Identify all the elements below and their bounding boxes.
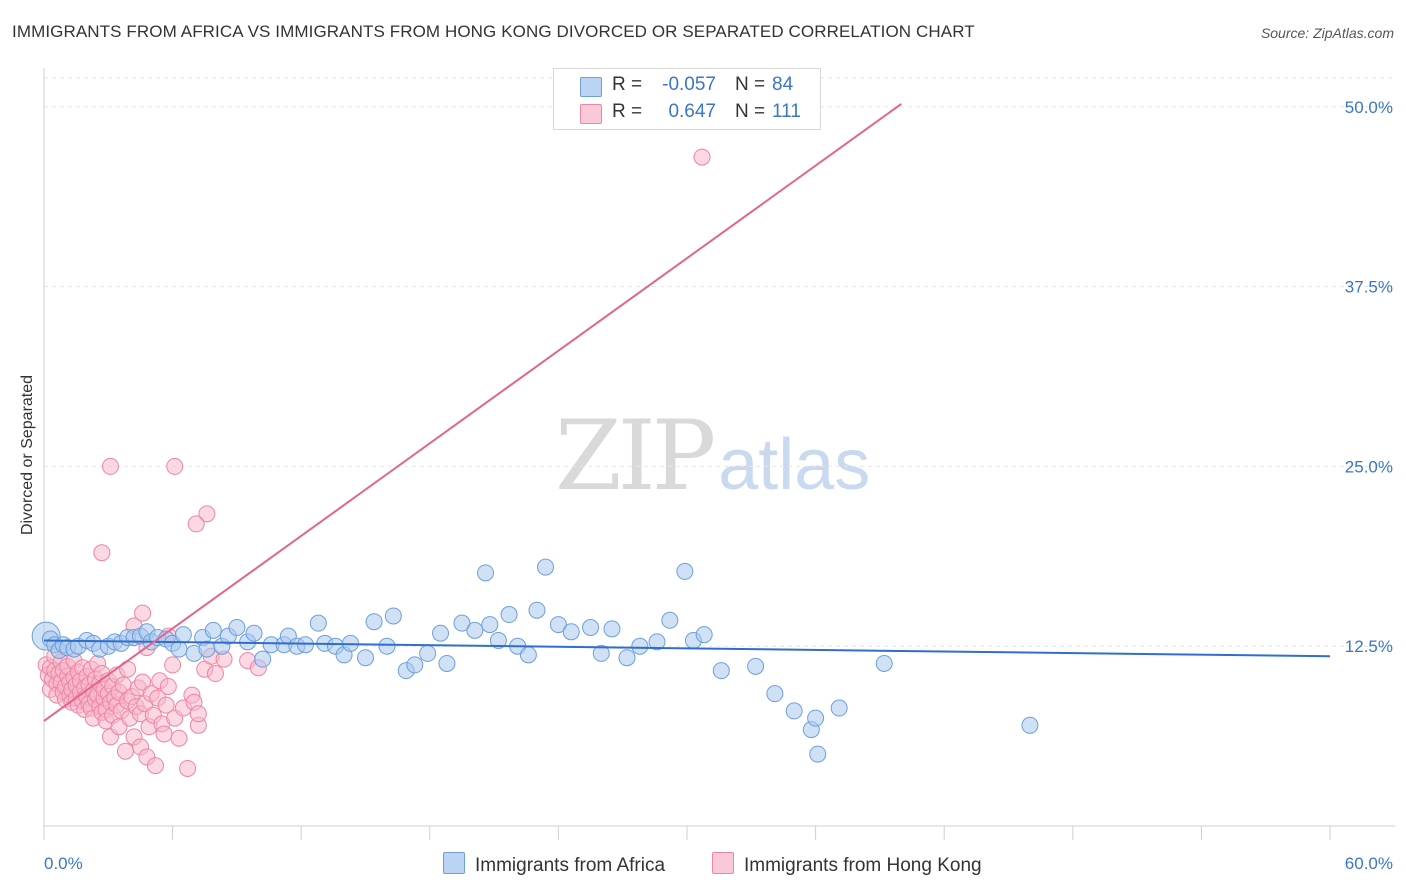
africa-point (466, 621, 484, 639)
africa-point (204, 621, 222, 639)
y-tick-label: 50.0% (1345, 98, 1393, 117)
africa-point (537, 558, 555, 576)
africa-point (648, 633, 666, 651)
hongkong-point (93, 544, 111, 562)
source-label: Source: ZipAtlas.com (1260, 25, 1394, 41)
legend-row-africa: R = -0.057 N = 84 (554, 74, 820, 100)
hongkong-point (179, 759, 197, 777)
africa-point (766, 685, 784, 703)
hongkong-point (157, 696, 175, 714)
watermark-zip: ZIP (555, 400, 716, 512)
hongkong-point (134, 673, 152, 691)
africa-r-label: R = (612, 74, 643, 95)
x-tick-label: 0.0% (44, 854, 83, 873)
hongkong-r-label: R = (612, 101, 643, 122)
x-tick-label: 60.0% (1345, 854, 1393, 873)
legend-item-hongkong[interactable]: Immigrants from Hong Kong (712, 852, 982, 877)
africa-point (603, 620, 621, 638)
legend-africa-label: Immigrants from Africa (475, 855, 666, 876)
hongkong-n-label: N = (735, 101, 766, 122)
africa-point (228, 618, 246, 636)
africa-point (1021, 716, 1039, 734)
africa-point (830, 699, 848, 717)
y-tick-label: 37.5% (1345, 278, 1393, 297)
africa-point (695, 626, 713, 644)
hongkong-point (187, 515, 205, 533)
y-axis-label: Divorced or Separated (19, 374, 36, 536)
africa-point (489, 631, 507, 649)
hongkong-trend-line (43, 103, 902, 722)
africa-n-value: 84 (772, 74, 794, 95)
africa-point (549, 616, 567, 634)
legend-africa-swatch (443, 852, 465, 874)
africa-r-value: -0.057 (662, 74, 716, 95)
hongkong-point (189, 705, 207, 723)
series-legend: Immigrants from Africa Immigrants from H… (0, 850, 1406, 880)
africa-point (592, 644, 610, 662)
chart-title: IMMIGRANTS FROM AFRICA VS IMMIGRANTS FRO… (12, 22, 975, 41)
hongkong-point (101, 457, 119, 475)
legend-item-africa[interactable]: Immigrants from Africa (443, 852, 665, 877)
hongkong-point (134, 604, 152, 622)
africa-point (170, 640, 188, 658)
stats-legend: R = -0.057 N = 84 R = 0.647 N = 111 (553, 68, 821, 130)
hongkong-point (170, 729, 188, 747)
hongkong-point (116, 742, 134, 760)
hongkong-r-value: 0.647 (668, 101, 716, 122)
hongkong-point (119, 660, 137, 678)
hongkong-point (155, 725, 173, 743)
legend-row-hongkong: R = 0.647 N = 111 (554, 101, 820, 127)
africa-point (357, 649, 374, 667)
watermark-atlas: atlas (718, 425, 871, 505)
africa-trend-line (43, 639, 1331, 658)
africa-point (661, 611, 679, 629)
africa-point (631, 637, 649, 655)
africa-point (174, 626, 192, 644)
africa-point (809, 745, 827, 763)
africa-point (296, 636, 314, 654)
africa-point (477, 564, 495, 582)
africa-point (432, 624, 450, 642)
legend-hongkong-swatch (712, 852, 734, 874)
hongkong-swatch (580, 104, 602, 124)
hongkong-point (166, 457, 184, 475)
hongkong-point (146, 757, 164, 775)
africa-point (676, 562, 694, 580)
legend-hongkong-label: Immigrants from Hong Kong (744, 855, 982, 876)
africa-point (245, 624, 263, 642)
africa-point (384, 607, 402, 625)
africa-point (618, 649, 636, 667)
africa-point (481, 616, 499, 634)
africa-point (378, 637, 396, 655)
africa-point (562, 623, 580, 641)
africa-point (582, 618, 600, 636)
africa-point (747, 657, 765, 675)
africa-swatch (580, 77, 602, 97)
africa-point (453, 614, 471, 632)
africa-point (438, 654, 456, 672)
africa-point (309, 614, 327, 632)
y-tick-label: 25.0% (1345, 457, 1393, 476)
africa-point (254, 650, 272, 668)
africa-point (365, 613, 383, 631)
africa-point (785, 702, 803, 720)
africa-point (519, 646, 537, 664)
africa-point (712, 662, 730, 680)
hongkong-n-value: 111 (772, 101, 801, 122)
hongkong-point (164, 656, 182, 674)
africa-n-label: N = (735, 74, 766, 95)
hongkong-point (693, 148, 711, 166)
africa-point (875, 654, 893, 672)
hongkong-point (159, 677, 177, 695)
africa-point (807, 709, 825, 727)
africa-point (500, 606, 518, 624)
africa-point (406, 656, 424, 674)
hongkong-point (206, 665, 224, 683)
africa-point (419, 644, 437, 662)
africa-point (528, 601, 546, 619)
y-tick-label: 12.5% (1345, 637, 1393, 656)
hongkong-point (198, 505, 216, 523)
watermark: ZIPatlas (555, 400, 870, 512)
